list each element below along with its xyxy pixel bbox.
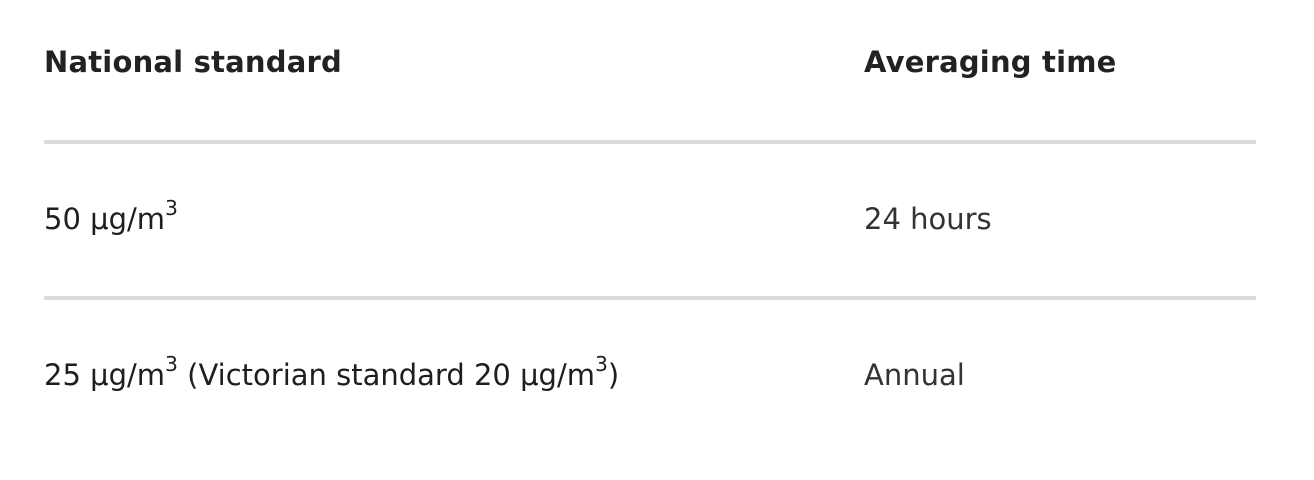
unit-exponent: 3 (165, 352, 178, 377)
header-national-standard: National standard (44, 45, 342, 79)
standard-value-cell: 50 μg/m3 (44, 198, 178, 236)
victorian-note-exponent: 3 (595, 352, 608, 377)
standards-table: National standard Averaging time 50 μg/m… (44, 0, 1256, 456)
table-header-row: National standard Averaging time (44, 0, 1256, 144)
header-averaging-time: Averaging time (864, 45, 1117, 79)
table-row: 25 μg/m3 (Victorian standard 20 μg/m3) A… (44, 300, 1256, 456)
averaging-time-cell: Annual (864, 358, 965, 392)
victorian-note-unit: μg/m (520, 358, 595, 392)
table-row: 50 μg/m3 24 hours (44, 144, 1256, 300)
standard-value-cell: 25 μg/m3 (Victorian standard 20 μg/m3) (44, 354, 620, 392)
standard-unit: μg/m (90, 202, 166, 236)
standard-value: 25 (44, 358, 81, 392)
unit-exponent: 3 (165, 196, 178, 221)
standard-unit: μg/m (90, 358, 166, 392)
victorian-note-value: 20 (473, 358, 511, 392)
standard-value: 50 (44, 202, 81, 236)
victorian-note-prefix: (Victorian standard (187, 358, 465, 392)
averaging-time-cell: 24 hours (864, 202, 992, 236)
victorian-note-suffix: ) (607, 358, 620, 392)
